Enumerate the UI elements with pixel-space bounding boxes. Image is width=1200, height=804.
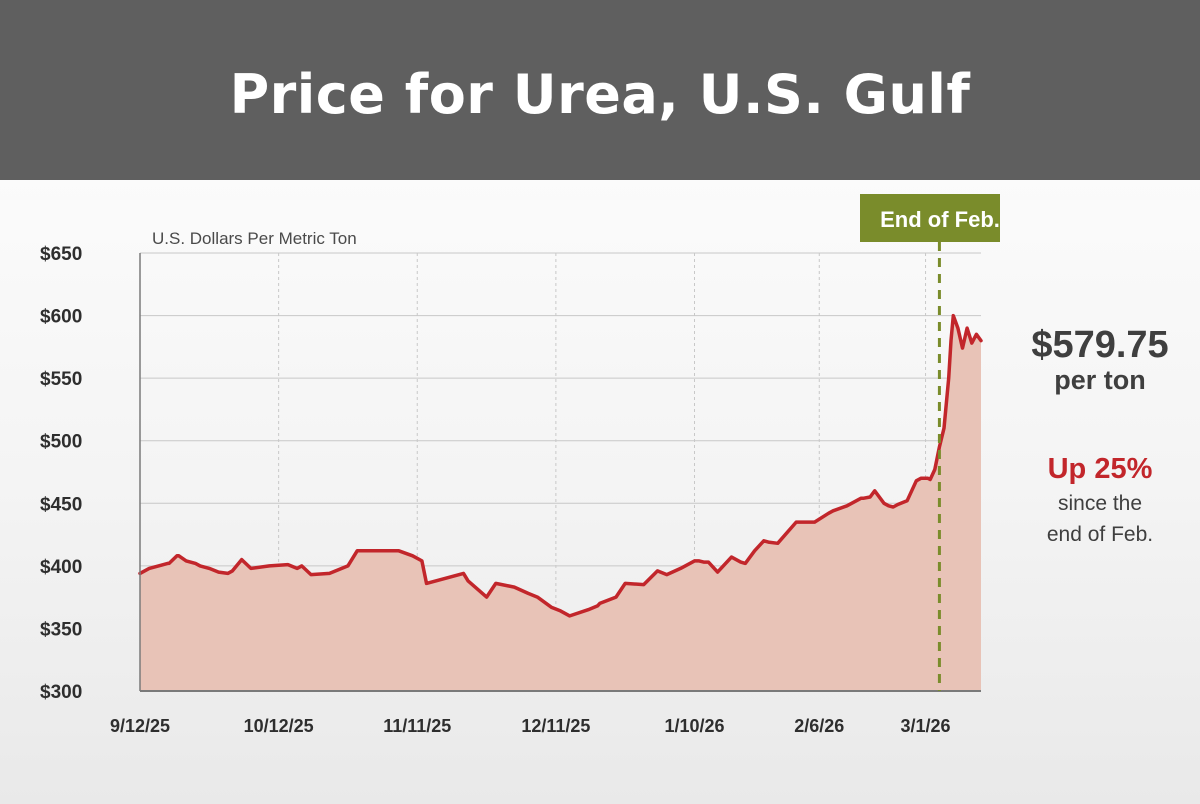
y-tick-label: $400 bbox=[40, 557, 82, 578]
y-tick-label: $350 bbox=[40, 619, 82, 640]
price-area-fill bbox=[140, 315, 981, 691]
end-of-feb-marker-box bbox=[860, 194, 1000, 242]
x-tick-label: 10/12/25 bbox=[244, 716, 314, 736]
x-tick-label: 12/11/25 bbox=[521, 716, 590, 736]
y-tick-label: $600 bbox=[40, 307, 82, 328]
x-tick-label: 1/10/26 bbox=[664, 716, 724, 736]
y-tick-label: $450 bbox=[40, 494, 82, 515]
price-change-note-line1: since the bbox=[1057, 492, 1143, 515]
price-line bbox=[138, 313, 983, 618]
y-tick-label: $300 bbox=[40, 682, 82, 703]
end-of-feb-marker-label: End of Feb. bbox=[880, 207, 1000, 232]
price-change-callout: Up 25% since the end of Feb. bbox=[1010, 452, 1190, 548]
urea-price-chart: $300 $350 $400 $450 $500 $550 $600 $650 9/12/25 1… bbox=[40, 194, 1000, 736]
y-axis-title: U.S. Dollars Per Metric Ton bbox=[152, 229, 357, 248]
current-price-value: $579.75 bbox=[1031, 324, 1169, 366]
x-tick-label: 2/6/26 bbox=[794, 716, 844, 736]
x-tick-label: 3/1/26 bbox=[901, 716, 951, 736]
price-change-note-line2: end of Feb. bbox=[1046, 523, 1154, 546]
current-price-callout: $579.75 per ton bbox=[1010, 325, 1190, 395]
title-banner: Price for Urea, U.S. Gulf bbox=[0, 0, 1200, 180]
x-tick-label: 11/11/25 bbox=[383, 716, 451, 736]
y-tick-label: $550 bbox=[40, 369, 82, 390]
x-tick-label: 9/12/25 bbox=[110, 716, 170, 736]
y-tick-label: $500 bbox=[40, 432, 82, 453]
current-price-unit: per ton bbox=[1054, 365, 1146, 395]
price-change-value: Up 25% bbox=[1047, 453, 1153, 485]
page-title: Price for Urea, U.S. Gulf bbox=[229, 62, 971, 126]
y-tick-label: $650 bbox=[40, 244, 82, 265]
